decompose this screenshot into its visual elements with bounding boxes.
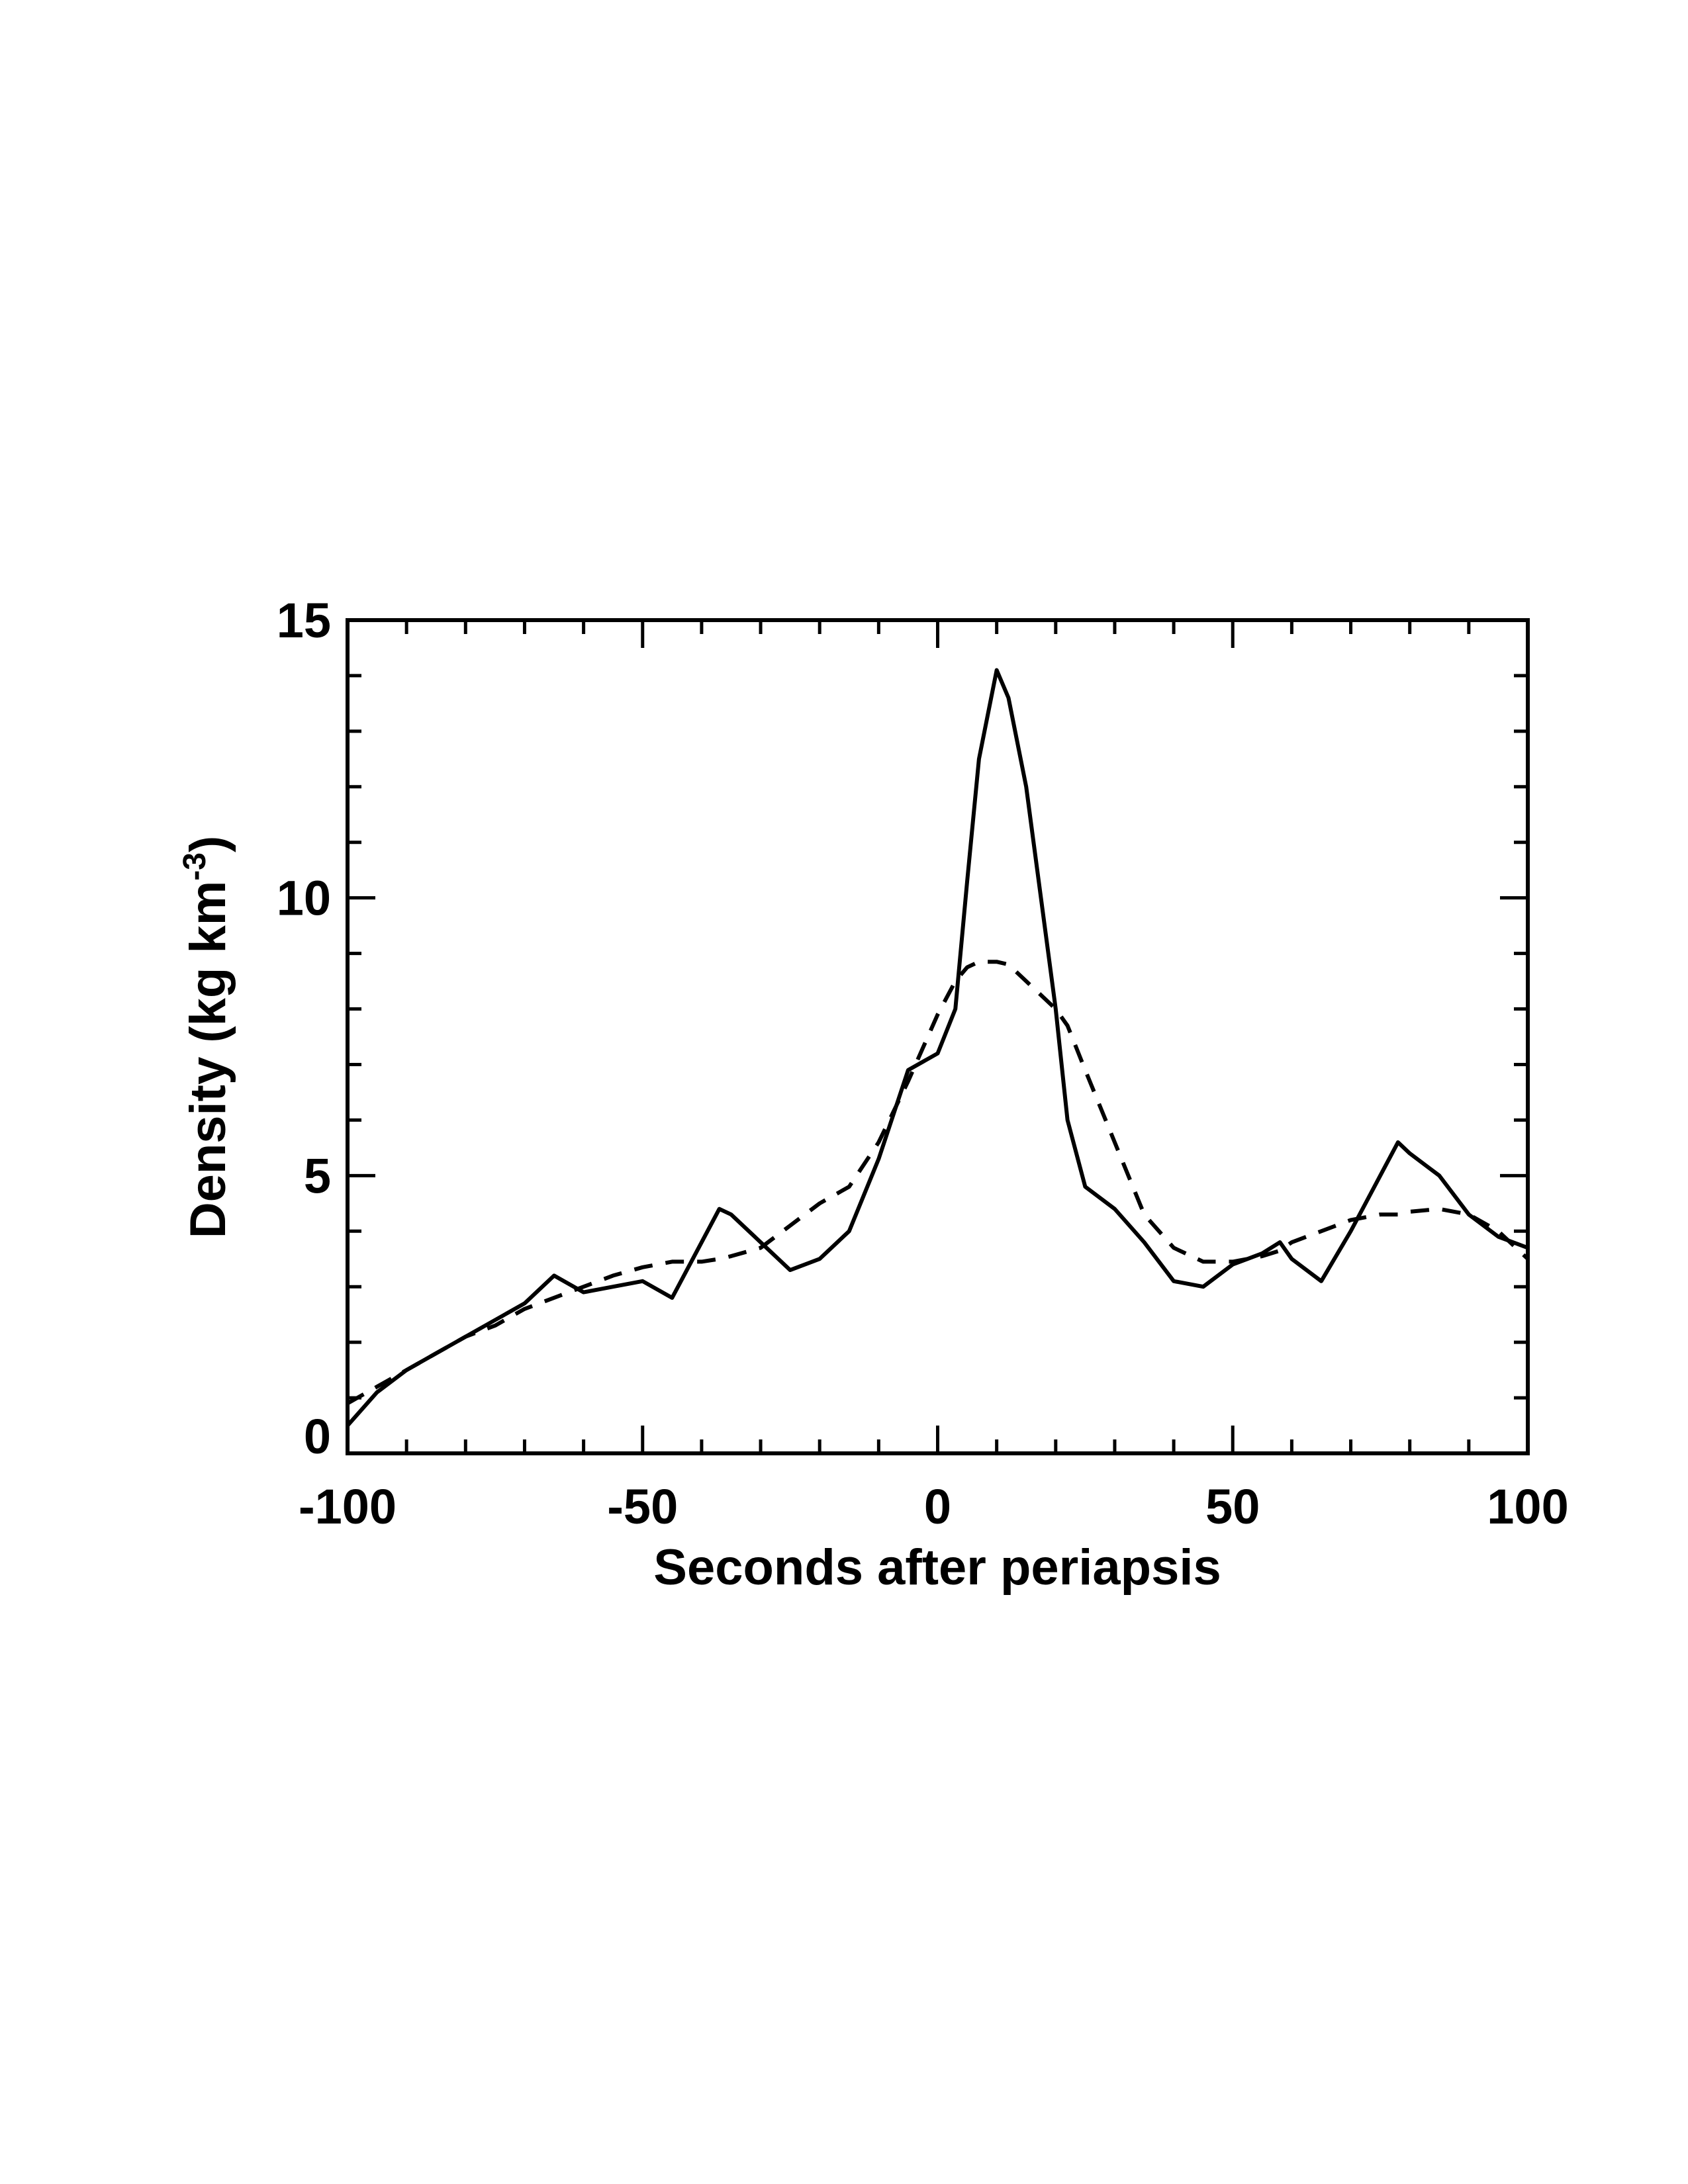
y-tick-label: 5 [304,1148,331,1203]
plot-frame [346,618,1530,1455]
x-tick-label: -50 [607,1479,678,1534]
y-label-superscript: -3 [177,852,212,881]
y-tick-label: 0 [304,1409,331,1464]
x-tick-label: 0 [924,1479,951,1534]
y-tick-label: 15 [277,593,331,648]
y-label-suffix: ) [180,836,236,852]
x-tick-label: -100 [299,1479,397,1534]
y-label-main: Density (kg km [180,881,236,1239]
y-tick-label: 10 [277,871,331,926]
x-tick-label: 100 [1487,1479,1568,1534]
x-tick-label: 50 [1205,1479,1260,1534]
x-axis-label: Seconds after periapsis [653,1539,1221,1596]
y-axis-label: Density (kg km-3) [177,836,236,1239]
dashed-line [346,960,1530,1406]
